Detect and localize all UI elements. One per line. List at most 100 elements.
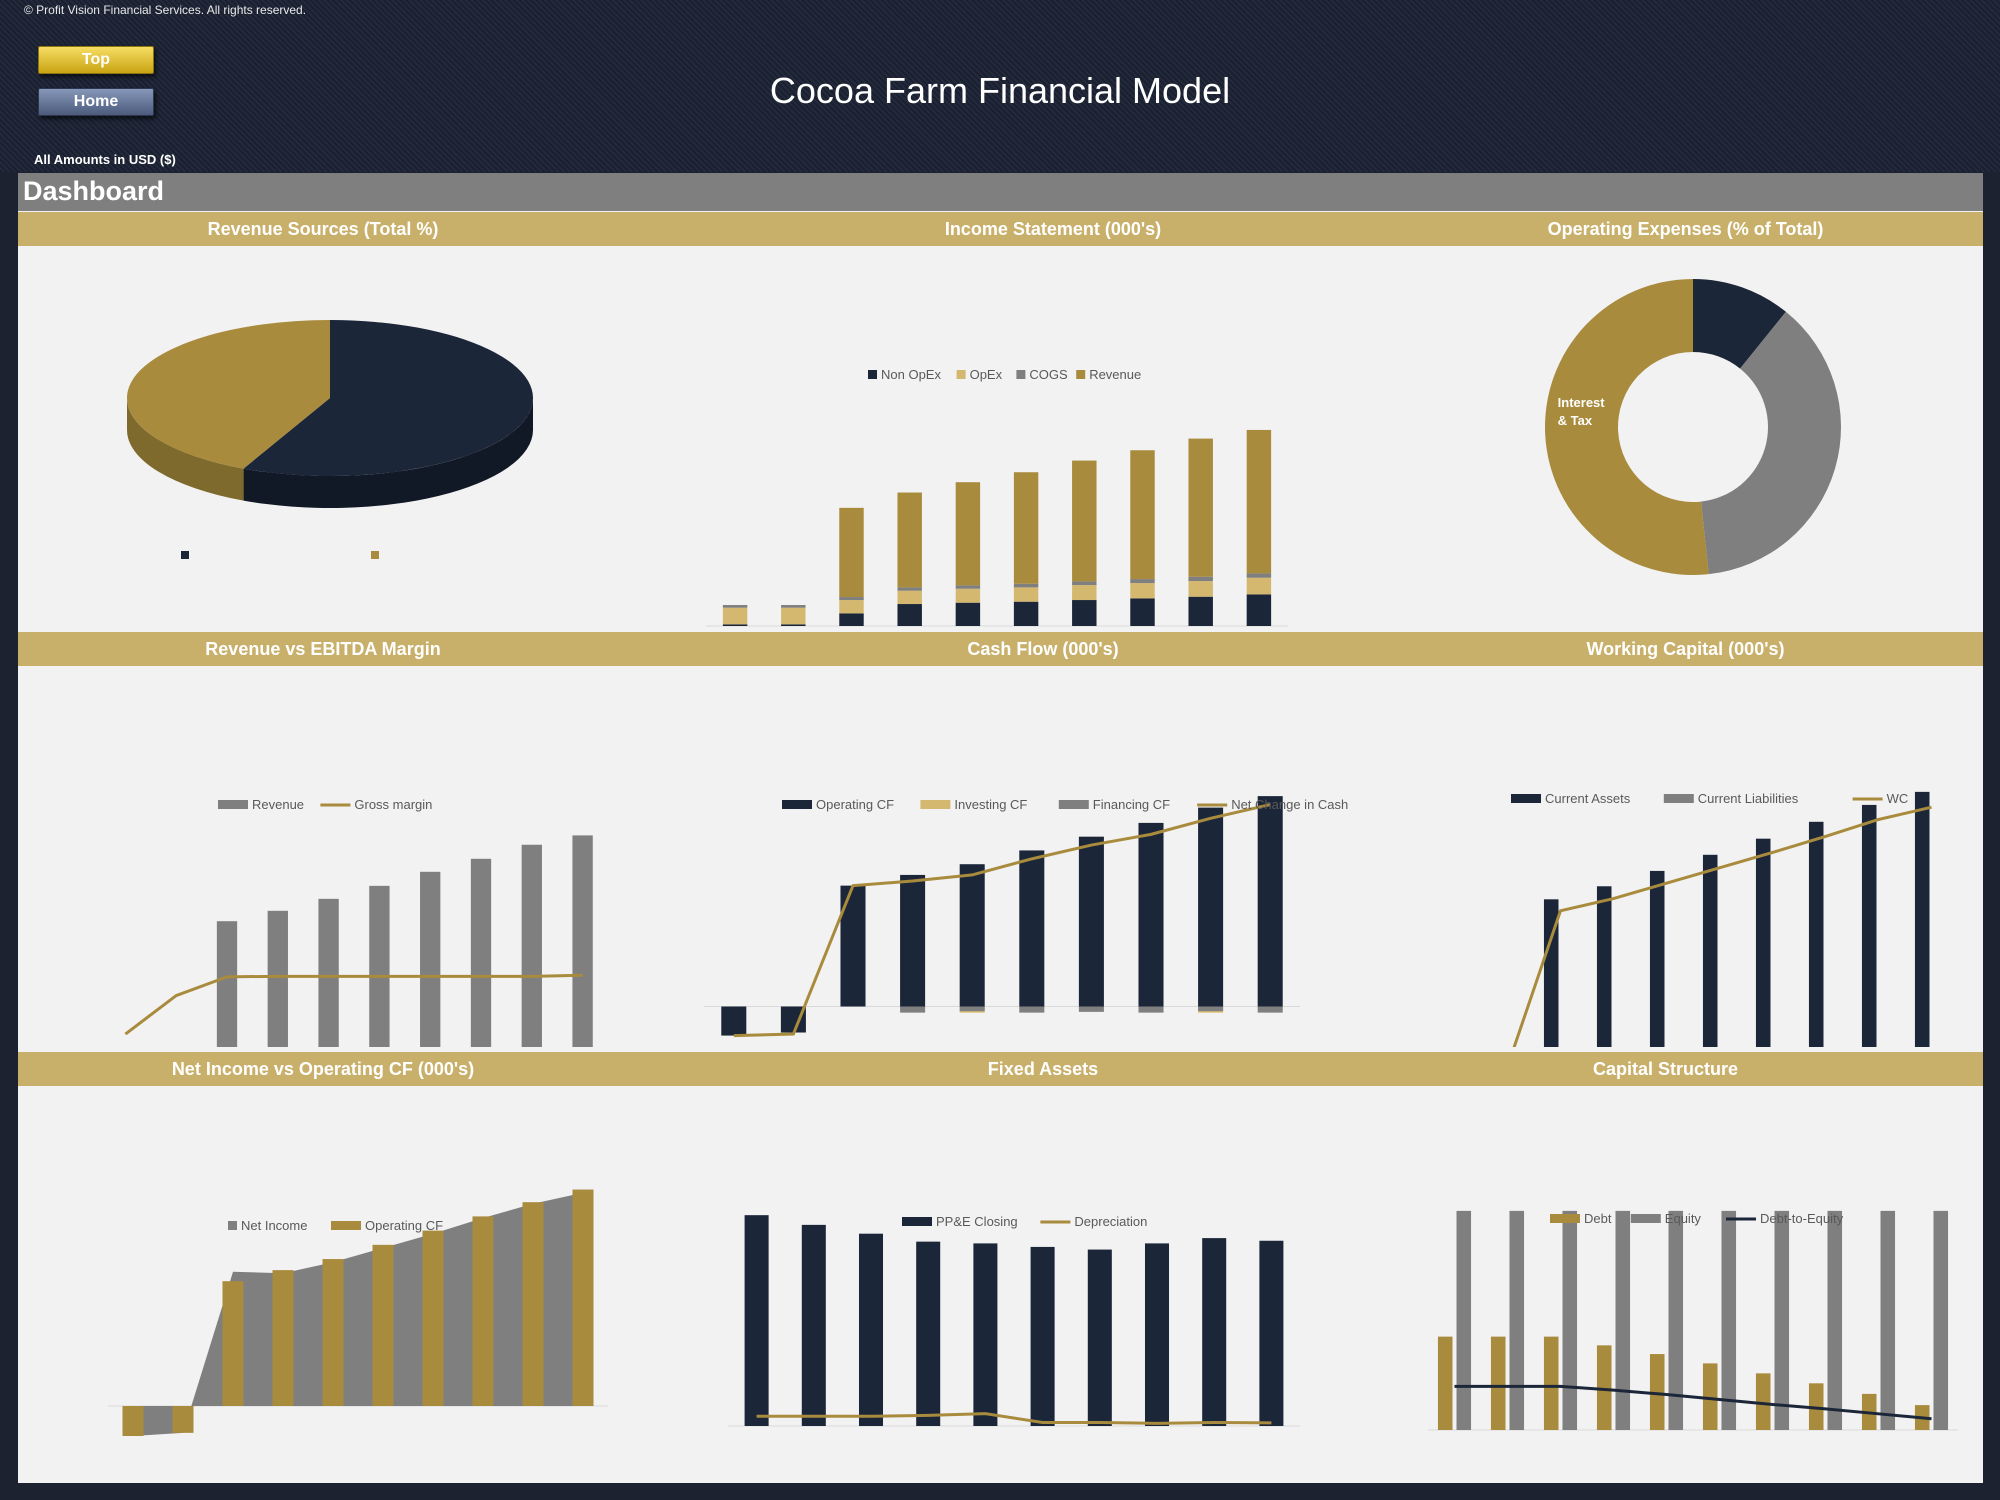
legend-swatch [782,800,812,809]
bar-current-assets [1861,804,1877,1047]
donut-slice-cogs [1693,279,1786,369]
legend-swatch [902,1217,932,1226]
bar-current-assets [1755,838,1771,1047]
bar-non-opex [955,602,981,626]
line-debt-to-equity [1454,1384,1932,1421]
cash-flow-chart: Operating CF Investing CF Financing CF Net … [704,796,1348,1038]
legend-label: Net Income [241,1218,307,1233]
bar-cogs [781,605,806,608]
bar-equity [1827,1210,1843,1430]
legend-swatch [218,800,248,809]
legend-label: Equity [1665,1211,1702,1226]
pie-slice-fresh-cocoa-pods [243,320,533,476]
operating-expenses-donut-chart: Interest & Tax [1545,279,1841,575]
legend-label: Revenue [252,797,304,812]
revenue-sources-title: Revenue Sources (Total %) [207,219,439,239]
dashboard-bar: Dashboard [18,173,1983,211]
legend-swatch [1511,794,1541,803]
bar-revenue [1246,429,1272,574]
bar-equity [1562,1210,1578,1430]
bar-operating-cf [1138,822,1164,1007]
bar-operating-cf [900,874,926,1007]
bar-pp&e-closing [973,1243,998,1426]
bar-debt [1702,1363,1718,1430]
bar-revenue [1130,450,1155,580]
legend-label: Current Liabilities [1698,791,1799,806]
capital-structure-title: Capital Structure [1592,1059,1739,1079]
bar-financing-cf [1198,1006,1224,1012]
bar-non-opex [897,604,922,626]
bar-pp&e-closing [1144,1243,1170,1426]
bar-operating-cf [572,1189,594,1406]
bar-opex [897,590,922,605]
bar-operating-cf [721,1006,747,1036]
bar-operating-cf [472,1216,494,1406]
top-button[interactable]: Top [38,46,154,74]
row2-title-band: Revenue vs EBITDA Margin Cash Flow (000'… [18,632,1983,666]
net-income-vs-ocf-title: Net Income vs Operating CF (000's) [171,1059,475,1079]
bar-operating-cf [1257,796,1283,1007]
bar-revenue [839,507,864,598]
donut-category-label: & Tax [1558,413,1593,428]
bar-debt [1437,1336,1453,1430]
bar-current-assets [1914,791,1930,1047]
bar-non-opex [1188,596,1213,626]
bar-debt [1755,1373,1771,1430]
bar-operating-cf [1019,850,1045,1007]
bar-revenue [572,835,593,1047]
bar-revenue [1188,438,1213,577]
pie-side [127,398,244,501]
bar-non-opex [781,624,806,626]
fixed-assets-title: Fixed Assets [987,1059,1099,1079]
legend-label: Non OpEx [881,367,941,382]
working-capital-chart: Current Assets Current Liabilities WC [1511,791,1932,1047]
bar-debt [1543,1336,1559,1430]
bar-revenue [1072,460,1097,582]
bar-equity [1509,1210,1525,1430]
line-depreciation [756,1412,1272,1425]
legend-label: Operating CF [365,1218,443,1233]
bar-pp&e-closing [1030,1246,1055,1426]
bar-non-opex [722,624,748,626]
bar-financing-cf [1138,1006,1164,1013]
bar-operating-cf [172,1406,194,1433]
bar-revenue [216,921,238,1047]
legend-swatch [228,1221,237,1230]
legend-label: OpEx [970,367,1003,382]
bar-financing-cf [1257,1006,1283,1013]
legend-swatch [1663,794,1694,803]
bar-cogs [722,605,748,608]
bar-non-opex [1072,600,1097,626]
bar-operating-cf [322,1259,344,1406]
home-button[interactable]: Home [38,88,154,116]
bar-pp&e-closing [916,1241,941,1426]
bar-opex [1130,583,1155,599]
bar-operating-cf [222,1281,244,1406]
line-gross-margin [124,973,583,1036]
legend-label: Gross margin [354,797,432,812]
bar-operating-cf [1078,836,1104,1007]
pie-slice-cocoa-beans [126,320,330,469]
bar-pp&e-closing [801,1224,826,1426]
legend-label: Investing CF [954,797,1027,812]
revenue-vs-ebitda-title: Revenue vs EBITDA Margin [205,639,441,659]
bar-current-assets [1596,886,1612,1047]
bar-financing-cf [959,1006,985,1012]
bar-opex [1013,587,1039,602]
header-bar: © Profit Vision Financial Services. All … [0,0,2000,172]
bar-revenue [267,910,288,1047]
bar-current-assets [1649,870,1665,1047]
bar-cogs [1013,583,1039,588]
working-capital-title: Working Capital (000's) [1586,639,1785,659]
legend-label: Debt [1584,1211,1612,1226]
area-net-income [133,1192,583,1437]
legend-swatch [331,1221,361,1230]
bar-equity [1774,1210,1790,1430]
legend-label: Depreciation [1074,1214,1147,1229]
bar-operating-cf [522,1202,544,1406]
dashboard-title: Dashboard [23,176,165,206]
bar-equity [1933,1210,1949,1430]
cash-flow-title: Cash Flow (000's) [967,639,1119,659]
page-title: Cocoa Farm Financial Model [769,70,1231,111]
bar-financing-cf [900,1006,926,1013]
